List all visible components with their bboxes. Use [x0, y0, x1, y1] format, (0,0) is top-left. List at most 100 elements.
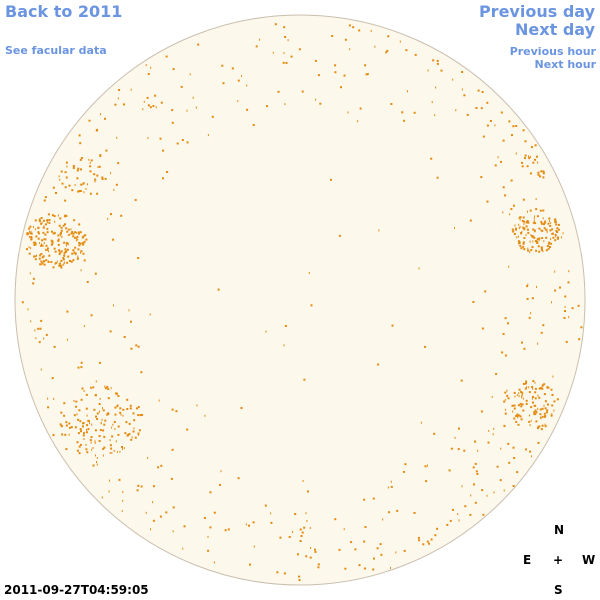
facula-point — [532, 387, 534, 390]
facula-point — [35, 337, 37, 340]
facula-point — [76, 177, 79, 180]
facula-point — [172, 506, 175, 509]
see-facular-data-link[interactable]: See facular data — [5, 44, 107, 57]
facula-point — [227, 528, 230, 531]
facula-point — [78, 223, 81, 226]
facula-point — [513, 407, 516, 410]
facula-point — [403, 549, 406, 552]
facula-point — [495, 373, 498, 375]
facula-point — [94, 178, 97, 181]
facula-point — [523, 220, 526, 223]
facula-point — [425, 480, 428, 483]
facula-point — [537, 394, 539, 397]
back-to-year-link[interactable]: Back to 2011 — [5, 2, 123, 21]
facula-point — [104, 385, 106, 388]
facula-point — [38, 231, 40, 233]
facula-point — [81, 236, 84, 239]
facula-point — [129, 407, 132, 410]
facula-point — [387, 35, 390, 38]
facula-point — [170, 477, 173, 480]
facula-point — [541, 407, 544, 410]
facula-point — [452, 78, 454, 81]
facula-point — [48, 219, 51, 221]
facula-point — [422, 543, 425, 546]
facula-point — [59, 423, 62, 426]
facula-point — [32, 241, 35, 244]
facula-point — [484, 290, 487, 293]
facula-point — [162, 177, 164, 180]
facula-point — [68, 422, 71, 425]
facula-point — [60, 250, 63, 253]
facula-point — [73, 251, 76, 254]
facula-point — [282, 61, 285, 64]
facula-point — [539, 387, 541, 390]
facula-point — [542, 172, 545, 175]
facula-point — [114, 413, 117, 416]
facula-point — [504, 408, 506, 411]
facula-point — [103, 435, 106, 438]
facula-point — [60, 226, 63, 229]
facula-point — [537, 441, 540, 444]
facula-point — [196, 404, 198, 407]
facula-point — [534, 397, 537, 400]
facula-point — [36, 254, 37, 257]
facula-point — [379, 543, 382, 546]
facula-point — [90, 387, 92, 390]
facula-point — [140, 371, 143, 374]
facula-point — [86, 451, 89, 454]
facula-point — [93, 408, 96, 411]
facula-point — [66, 261, 69, 264]
facula-point — [499, 479, 502, 482]
facula-point — [358, 29, 361, 32]
facula-point — [78, 409, 81, 412]
facula-point — [519, 415, 522, 418]
facula-point — [98, 403, 101, 405]
next-day-link[interactable]: Next day — [515, 20, 595, 39]
previous-hour-link[interactable]: Previous hour — [509, 45, 596, 58]
facula-point — [126, 398, 129, 401]
facula-point — [461, 88, 463, 91]
facula-point — [71, 252, 74, 255]
facula-point — [563, 317, 566, 319]
facula-point — [64, 171, 67, 174]
facula-point — [511, 228, 514, 231]
previous-day-link[interactable]: Previous day — [478, 2, 595, 21]
facula-point — [469, 513, 472, 516]
facula-point — [302, 480, 304, 482]
facula-point — [89, 170, 92, 173]
facula-point — [372, 568, 375, 571]
facula-point — [538, 238, 540, 241]
facula-point — [150, 66, 152, 69]
facula-point — [537, 427, 539, 430]
facula-point — [69, 233, 70, 236]
facula-point — [577, 304, 580, 307]
facula-point — [94, 180, 96, 183]
facula-point — [73, 219, 76, 222]
facula-point — [77, 366, 80, 369]
facula-point — [134, 199, 137, 201]
facula-point — [521, 165, 524, 168]
facula-point — [518, 242, 521, 245]
facula-point — [171, 109, 174, 112]
facula-point — [525, 221, 528, 224]
facula-point — [85, 238, 88, 241]
facula-point — [564, 310, 566, 312]
facula-point — [43, 337, 45, 340]
facula-point — [28, 235, 30, 238]
facula-point — [388, 511, 391, 514]
facula-point — [109, 444, 112, 447]
facula-point — [454, 436, 456, 439]
facula-point — [159, 515, 162, 518]
facula-point — [446, 523, 449, 526]
facula-point — [166, 171, 169, 173]
facula-point — [255, 45, 258, 48]
facula-point — [452, 508, 454, 511]
facula-point — [116, 392, 118, 395]
facula-point — [528, 391, 531, 394]
facula-point — [30, 320, 32, 323]
facula-point — [192, 96, 194, 99]
facula-point — [60, 259, 63, 262]
facula-point — [554, 239, 557, 242]
next-hour-link[interactable]: Next hour — [534, 58, 597, 71]
facula-point — [512, 446, 515, 449]
